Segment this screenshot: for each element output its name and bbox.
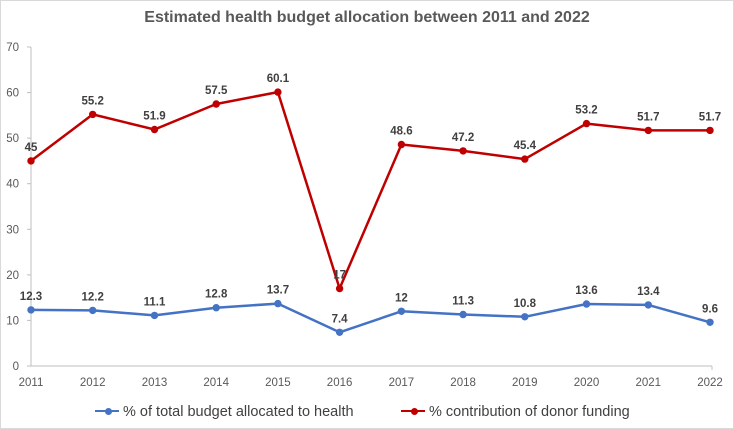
svg-text:17: 17 xyxy=(333,270,346,282)
svg-text:70: 70 xyxy=(6,42,19,54)
svg-text:12: 12 xyxy=(395,292,408,304)
svg-text:2021: 2021 xyxy=(636,377,662,389)
svg-text:51.7: 51.7 xyxy=(637,111,659,123)
svg-text:10: 10 xyxy=(6,315,19,327)
svg-text:10.8: 10.8 xyxy=(514,298,537,310)
svg-text:2011: 2011 xyxy=(19,377,44,389)
svg-text:2017: 2017 xyxy=(389,377,415,389)
svg-text:50: 50 xyxy=(6,133,19,145)
svg-text:7.4: 7.4 xyxy=(332,313,349,325)
svg-text:2013: 2013 xyxy=(142,377,168,389)
svg-text:2020: 2020 xyxy=(574,377,600,389)
svg-text:2016: 2016 xyxy=(327,377,353,389)
svg-text:2015: 2015 xyxy=(265,377,291,389)
svg-text:20: 20 xyxy=(6,270,19,282)
svg-text:30: 30 xyxy=(6,224,19,236)
svg-text:45: 45 xyxy=(25,142,38,154)
svg-text:57.5: 57.5 xyxy=(205,85,228,97)
svg-text:12.8: 12.8 xyxy=(205,289,228,301)
svg-text:48.6: 48.6 xyxy=(390,126,412,138)
svg-text:2019: 2019 xyxy=(512,377,538,389)
svg-text:45.4: 45.4 xyxy=(514,140,537,152)
svg-text:60: 60 xyxy=(6,88,19,100)
svg-text:51.7: 51.7 xyxy=(699,111,721,123)
svg-text:11.1: 11.1 xyxy=(144,296,166,308)
svg-text:2014: 2014 xyxy=(203,377,229,389)
svg-text:2018: 2018 xyxy=(450,377,476,389)
svg-text:60.1: 60.1 xyxy=(267,73,290,85)
svg-text:11.3: 11.3 xyxy=(452,296,474,308)
svg-text:53.2: 53.2 xyxy=(575,105,597,117)
svg-text:9.6: 9.6 xyxy=(702,303,718,315)
svg-text:13.6: 13.6 xyxy=(575,285,597,297)
svg-text:47.2: 47.2 xyxy=(452,132,474,144)
svg-text:13.4: 13.4 xyxy=(637,286,660,298)
svg-text:2012: 2012 xyxy=(80,377,106,389)
svg-text:2022: 2022 xyxy=(697,377,723,389)
svg-text:40: 40 xyxy=(6,179,19,191)
svg-text:12.3: 12.3 xyxy=(20,291,42,303)
svg-text:12.2: 12.2 xyxy=(82,291,104,303)
svg-text:13.7: 13.7 xyxy=(267,285,289,297)
svg-text:51.9: 51.9 xyxy=(143,111,165,123)
svg-text:55.2: 55.2 xyxy=(82,95,104,107)
svg-text:0: 0 xyxy=(13,361,19,373)
